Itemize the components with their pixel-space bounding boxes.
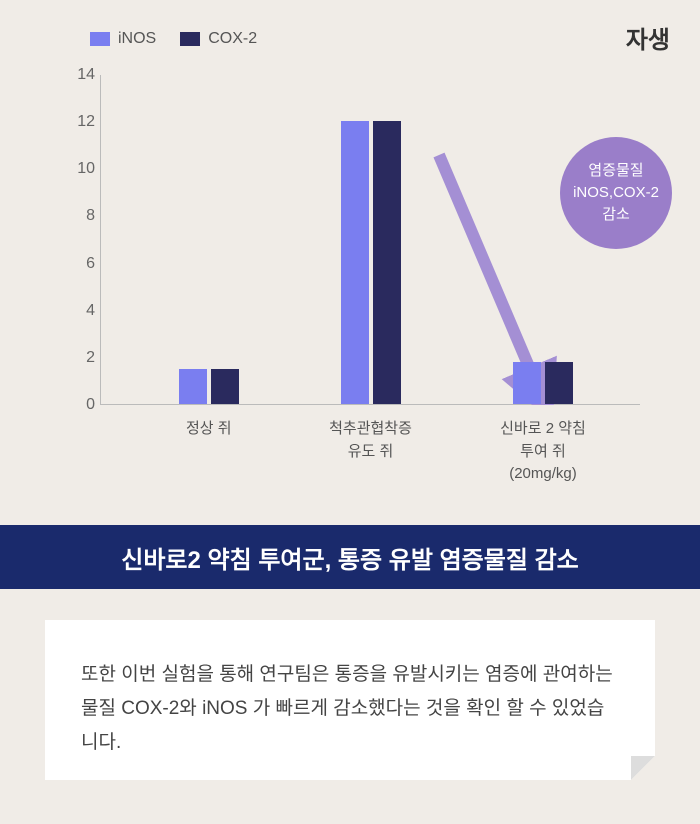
description-text: 또한 이번 실험을 통해 연구팀은 통증을 유발시키는 염증에 관여하는 물질 …: [81, 664, 613, 753]
legend-swatch: [90, 32, 110, 46]
callout-bubble: 염증물질 iNOS,COX-2 감소: [560, 137, 672, 249]
y-tick-label: 6: [69, 255, 95, 273]
legend-swatch: [180, 32, 200, 46]
y-tick-label: 10: [69, 160, 95, 178]
x-category-label: 척추관협착증 유도 쥐: [329, 418, 412, 463]
bar: [341, 121, 369, 404]
bar: [373, 121, 401, 404]
y-tick-label: 8: [69, 207, 95, 225]
y-tick-label: 0: [69, 396, 95, 414]
callout-text: 염증물질 iNOS,COX-2 감소: [573, 160, 659, 225]
bar-group: [341, 121, 401, 404]
bar: [545, 362, 573, 404]
legend-label: iNOS: [118, 30, 156, 48]
chart-plot: 염증물질 iNOS,COX-2 감소 02468101214정상 쥐척추관협착증…: [100, 75, 640, 405]
inflammation-chart: iNOS COX-2 염증물질 iNOS,COX-2 감소 02468101214…: [60, 30, 640, 450]
chart-legend: iNOS COX-2: [90, 30, 257, 48]
x-category-label: 신바로 2 약침투여 쥐 (20mg/kg): [494, 418, 591, 486]
y-tick-label: 4: [69, 302, 95, 320]
y-tick-label: 14: [69, 66, 95, 84]
bar: [513, 362, 541, 404]
bar-group: [513, 362, 573, 404]
corner-fold: [631, 756, 655, 780]
bar-group: [179, 369, 239, 404]
y-tick-label: 12: [69, 113, 95, 131]
legend-item: COX-2: [180, 30, 257, 48]
title-band: 신바로2 약침 투여군, 통증 유발 염증물질 감소: [0, 525, 700, 589]
bar: [211, 369, 239, 404]
title-text: 신바로2 약침 투여군, 통증 유발 염증물질 감소: [121, 540, 578, 575]
legend-item: iNOS: [90, 30, 156, 48]
description-box: 또한 이번 실험을 통해 연구팀은 통증을 유발시키는 염증에 관여하는 물질 …: [45, 620, 655, 780]
legend-label: COX-2: [208, 30, 257, 48]
y-tick-label: 2: [69, 349, 95, 367]
x-category-label: 정상 쥐: [186, 418, 232, 441]
bar: [179, 369, 207, 404]
